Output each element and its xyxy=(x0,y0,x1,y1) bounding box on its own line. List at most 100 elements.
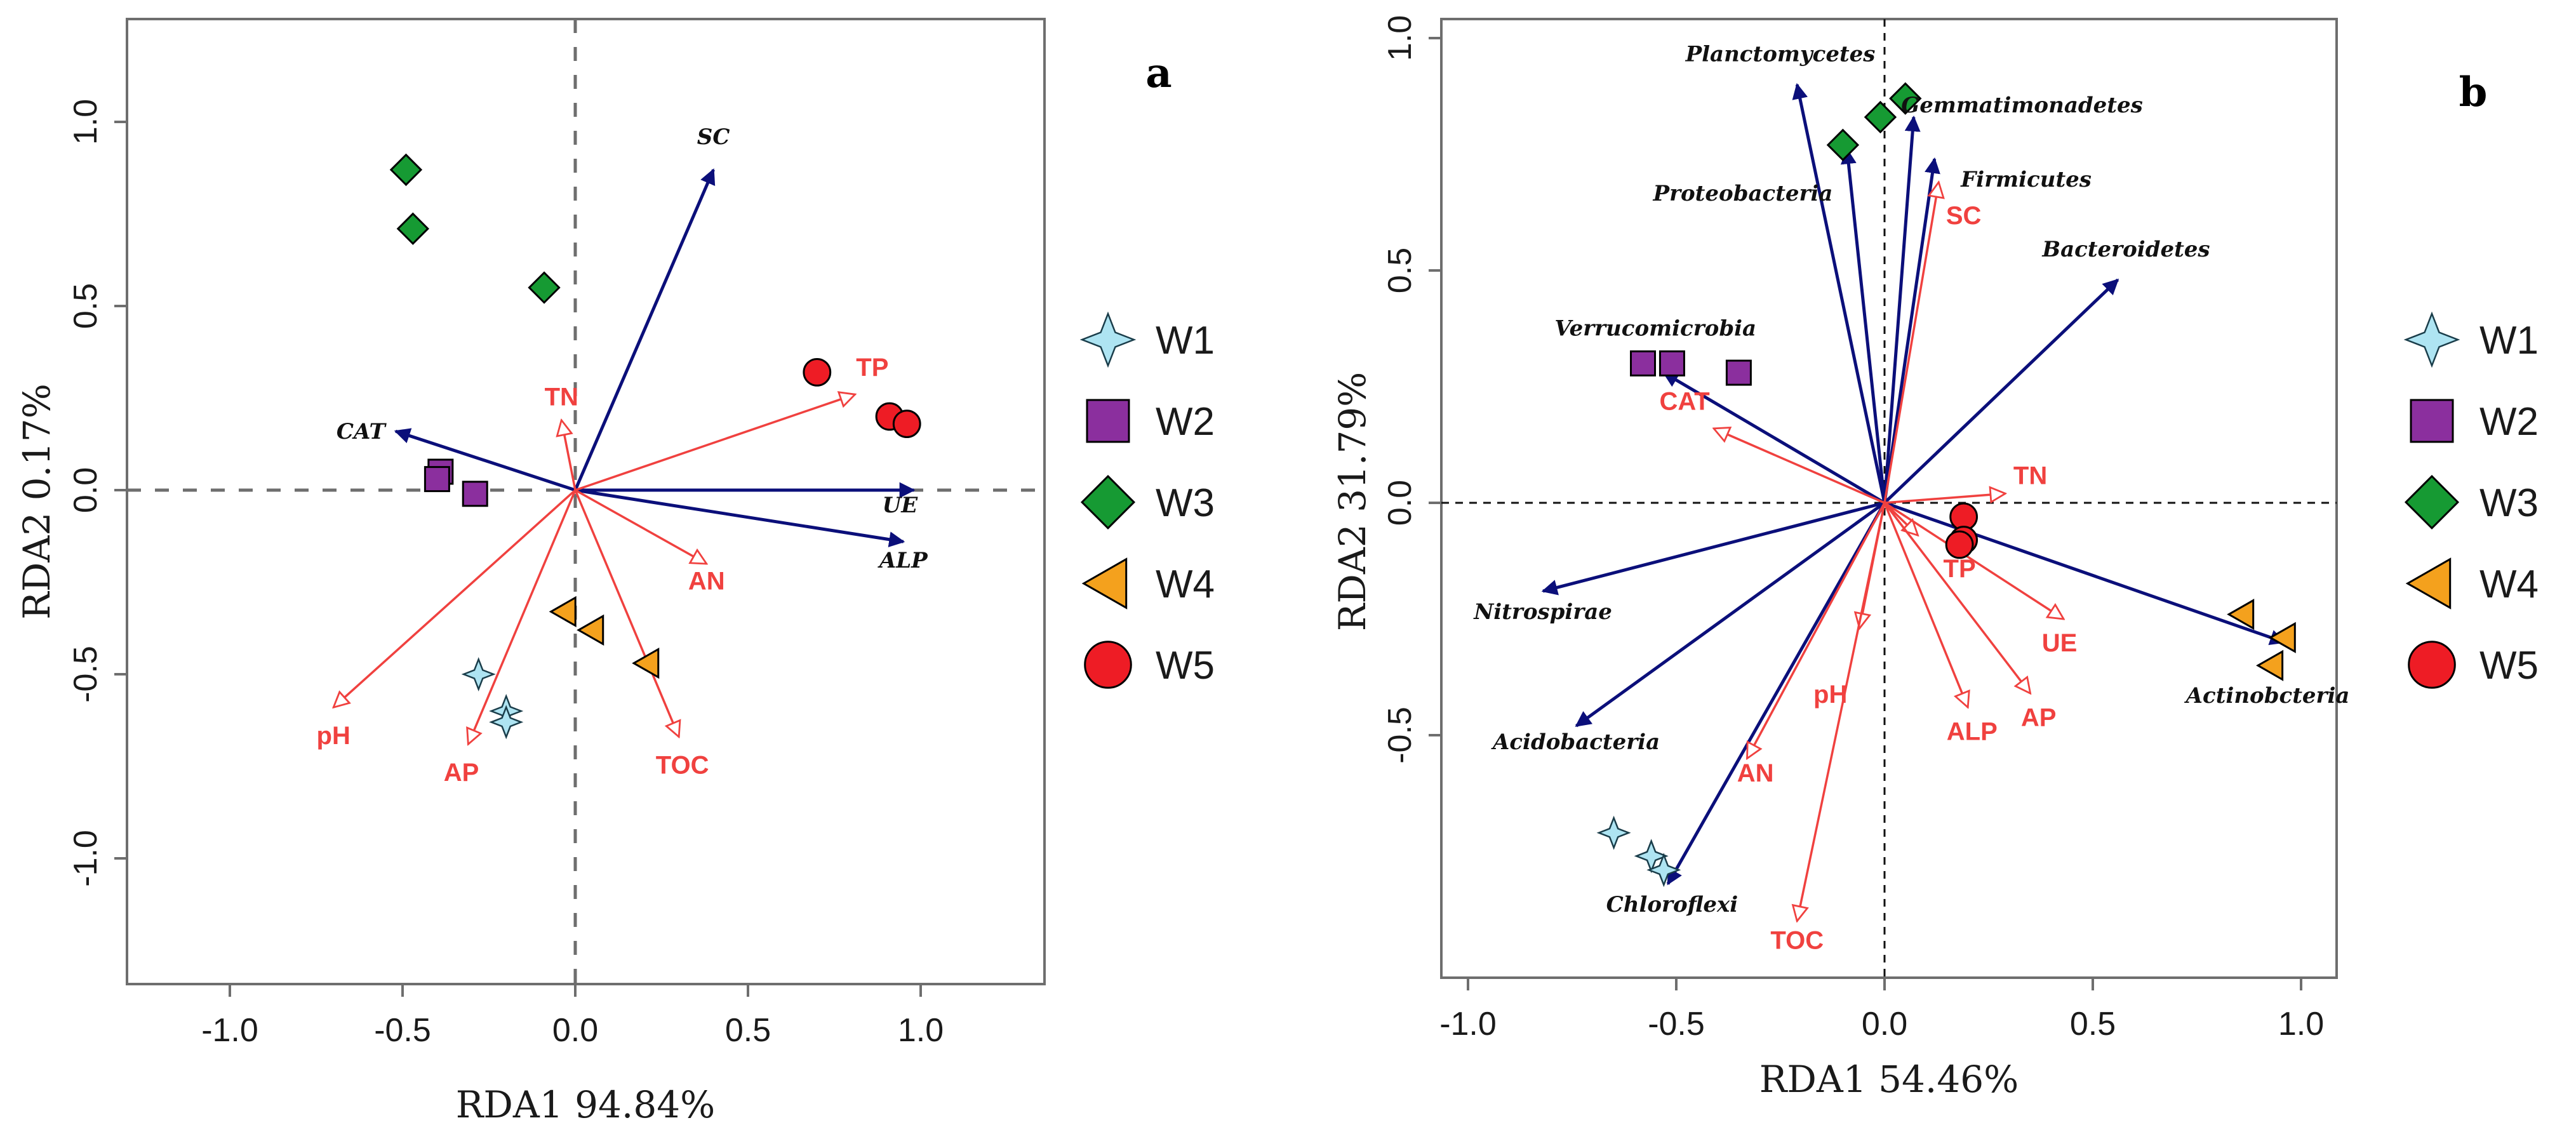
a-blue-arrow-sc xyxy=(573,168,716,491)
legend-a-label-w5: W5 xyxy=(1156,644,1215,688)
b-red-arrow-tp xyxy=(1883,502,1918,535)
b-point-w2-1 xyxy=(1630,350,1657,376)
b-red-arrow-cat xyxy=(1714,429,1885,504)
a-point-w2-3 xyxy=(462,481,488,507)
a-point-w3-1 xyxy=(389,153,423,187)
panel-b-xlabel: RDA1 54.46% xyxy=(1759,1058,2019,1101)
b-blue-label-nitrospirae: Nitrospirae xyxy=(1473,599,1612,625)
a-point-w1-3 xyxy=(489,705,524,740)
b-xtick-label-0: -1.0 xyxy=(1439,1006,1497,1042)
a-point-w4-2 xyxy=(577,614,604,646)
panel-b-arrow-labels: Planctomycetes Proteobacteria Gemmatimonad… xyxy=(1473,42,2349,955)
b-blue-label-verrucomicrobia: Verrucomicrobia xyxy=(1554,316,1756,341)
legend-a-marker-w1 xyxy=(1079,311,1137,368)
legend-a-label-w3: W3 xyxy=(1156,481,1215,525)
a-red-label-an: AN xyxy=(688,568,725,596)
legend-b-marker-w4 xyxy=(2405,557,2452,609)
legend-b-label-w4: W4 xyxy=(2479,563,2539,606)
b-red-label-sc: SC xyxy=(1946,202,1982,230)
panel-b-ticks: -1.0 -0.5 0.0 0.5 1.0 -0.5 0.0 0.5 1.0 xyxy=(1382,15,2324,1042)
b-red-arrow-an xyxy=(1745,502,1886,759)
a-red-label-ph: pH xyxy=(317,722,350,750)
b-ytick-label-1: 0.0 xyxy=(1382,480,1418,526)
a-blue-label-alp: ALP xyxy=(878,548,928,573)
b-point-w5-3 xyxy=(1945,530,1974,559)
b-red-arrow-ap xyxy=(1883,502,2031,693)
b-blue-label-gemmatimonadetes: Gemmatimonadetes xyxy=(1901,93,2143,118)
legend-a-label-w4: W4 xyxy=(1156,563,1215,606)
a-red-label-tp: TP xyxy=(856,354,888,382)
b-red-label-cat: CAT xyxy=(1659,388,1709,416)
legend-a-marker-w3 xyxy=(1080,474,1136,530)
panel-a-ticks: -1.0 -0.5 0.0 0.5 1.0 -1.0 -0.5 0.0 0.5 1.0 xyxy=(67,99,944,1049)
b-blue-arrow-planctomycetes xyxy=(1792,83,1886,503)
legend-a-label-w2: W2 xyxy=(1156,400,1215,444)
a-xtick-label-0: -1.0 xyxy=(201,1012,258,1049)
b-blue-arrow-bacteroidetes xyxy=(1883,278,2119,504)
b-blue-arrow-actinobcteria xyxy=(1884,501,2286,645)
a-ytick-label-1: -0.5 xyxy=(67,646,104,703)
b-point-w4-1 xyxy=(2227,599,2255,630)
b-red-label-ue: UE xyxy=(2042,629,2078,657)
a-blue-label-sc: SC xyxy=(697,124,730,150)
a-ytick-label-4: 1.0 xyxy=(67,99,104,145)
b-red-arrow-toc xyxy=(1797,502,1886,921)
b-point-w1-1 xyxy=(1596,815,1631,850)
b-red-label-tn: TN xyxy=(2013,462,2047,490)
a-red-arrow-an xyxy=(575,489,707,564)
a-point-w5-3 xyxy=(892,410,921,438)
b-blue-arrow-gemmatimonadetes xyxy=(1883,115,1921,503)
panel-b-red-arrows xyxy=(1714,182,2064,921)
b-red-label-ph: pH xyxy=(1813,681,1847,709)
legend-a-marker-w5 xyxy=(1084,641,1132,689)
panel-a-arrow-labels: SC CAT UE ALP TP TN AN pH AP TOC xyxy=(317,124,929,787)
b-red-arrow-sc xyxy=(1883,182,1939,503)
a-red-arrow-ap xyxy=(468,489,577,744)
legend-b-marker-w5 xyxy=(2408,641,2456,689)
legend-b-label-w3: W3 xyxy=(2479,481,2539,525)
panel-a-xlabel: RDA1 94.84% xyxy=(456,1083,716,1126)
a-red-arrow-tp xyxy=(575,394,855,491)
a-blue-arrow-alp xyxy=(575,488,905,548)
panel-a-red-arrows xyxy=(333,394,855,744)
b-xtick-label-1: -0.5 xyxy=(1648,1006,1705,1042)
panel-b-label: b xyxy=(2459,69,2488,116)
a-blue-arrow-cat xyxy=(394,428,576,492)
a-xtick-label-1: -0.5 xyxy=(374,1012,431,1049)
b-red-arrow-tn xyxy=(1884,493,2005,504)
b-point-w2-3 xyxy=(1725,359,1752,386)
a-blue-label-cat: CAT xyxy=(337,419,387,444)
b-xtick-label-2: 0.0 xyxy=(1862,1006,1907,1042)
b-xtick-label-3: 0.5 xyxy=(2070,1006,2116,1042)
b-point-w3-3 xyxy=(1864,100,1897,134)
a-ytick-label-2: 0.0 xyxy=(67,467,104,513)
b-blue-arrow-chloroflexi xyxy=(1666,502,1886,886)
b-point-w1-3 xyxy=(1646,853,1681,888)
b-point-w4-3 xyxy=(2256,649,2284,681)
legend-b-marker-w3 xyxy=(2404,474,2460,530)
legend-b-label-w2: W2 xyxy=(2479,400,2539,444)
b-blue-label-proteobacteria: Proteobacteria xyxy=(1653,181,1833,206)
a-red-label-tn: TN xyxy=(545,383,578,411)
legend-b-marker-w1 xyxy=(2403,311,2460,368)
legend-b: W1 W2 W3 W4 W5 xyxy=(2403,311,2539,689)
legend-b-marker-w2 xyxy=(2410,399,2454,443)
b-red-label-tp: TP xyxy=(1944,555,1976,583)
b-blue-arrow-firmicutes xyxy=(1883,157,1940,503)
panel-a: RDA1 94.84% RDA2 0.17% a -1.0 -0.5 0.0 0.5 1… xyxy=(15,18,1172,1126)
b-ytick-label-3: 1.0 xyxy=(1382,15,1418,61)
b-red-label-ap: AP xyxy=(2021,703,2057,731)
a-ytick-label-0: -1.0 xyxy=(67,830,104,887)
b-blue-arrow-verrucomicrobia xyxy=(1662,371,1886,505)
b-red-arrow-ue xyxy=(1884,502,2064,619)
b-blue-label-acidobacteria: Acidobacteria xyxy=(1491,729,1660,755)
b-point-w3-2 xyxy=(1889,82,1922,115)
b-blue-label-actinobcteria: Actinobcteria xyxy=(2184,683,2350,709)
b-blue-label-planctomycetes: Planctomycetes xyxy=(1685,42,1876,67)
panel-b-points xyxy=(1596,82,2296,888)
a-red-arrow-tn xyxy=(561,420,577,491)
b-point-w2-2 xyxy=(1658,350,1685,376)
b-blue-arrow-nitrospirae xyxy=(1541,501,1885,596)
a-xtick-label-4: 1.0 xyxy=(898,1012,944,1049)
panel-a-points xyxy=(389,153,921,740)
